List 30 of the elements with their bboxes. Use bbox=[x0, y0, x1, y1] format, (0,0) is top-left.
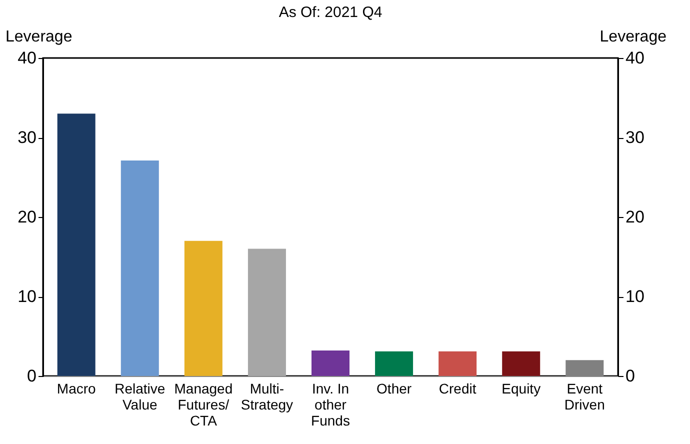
y-tick-label: 20 bbox=[18, 208, 36, 226]
bar bbox=[57, 114, 96, 376]
x-tick-label: Macro bbox=[56, 380, 96, 396]
y2-tick-label: 10 bbox=[626, 287, 644, 306]
y2-tick-label: 30 bbox=[626, 128, 644, 147]
bar bbox=[248, 248, 286, 376]
y2-tick-label: 20 bbox=[626, 208, 644, 226]
x-tick-label: Equity bbox=[502, 380, 541, 396]
bar bbox=[312, 350, 350, 376]
y-axis-title: Leverage bbox=[6, 28, 72, 46]
x-tick-label: Inv. In other Funds bbox=[311, 380, 350, 428]
bar bbox=[438, 351, 477, 376]
x-tick-label: Event Driven bbox=[564, 380, 605, 412]
y-tick-label: 0 bbox=[27, 366, 36, 386]
chart-title: As Of: 2021 Q4 bbox=[278, 4, 382, 21]
y-tick-label: 30 bbox=[18, 128, 36, 147]
y-tick-label: 10 bbox=[18, 287, 36, 306]
x-tick-label: Multi- Strategy bbox=[240, 380, 294, 412]
x-tick-label: Managed Futures/ CTA bbox=[174, 380, 233, 428]
bar bbox=[120, 160, 159, 376]
x-tick-label: Credit bbox=[438, 380, 476, 396]
x-tick-label: Other bbox=[376, 380, 412, 396]
bar bbox=[502, 351, 540, 376]
y-tick-label: 40 bbox=[18, 48, 36, 68]
y2-axis-title: Leverage bbox=[600, 28, 667, 46]
y2-tick-label: 0 bbox=[626, 366, 635, 386]
x-tick-label: Relative Value bbox=[114, 380, 166, 412]
bar bbox=[375, 351, 414, 376]
bar bbox=[184, 240, 222, 376]
y2-tick-label: 40 bbox=[626, 48, 644, 68]
